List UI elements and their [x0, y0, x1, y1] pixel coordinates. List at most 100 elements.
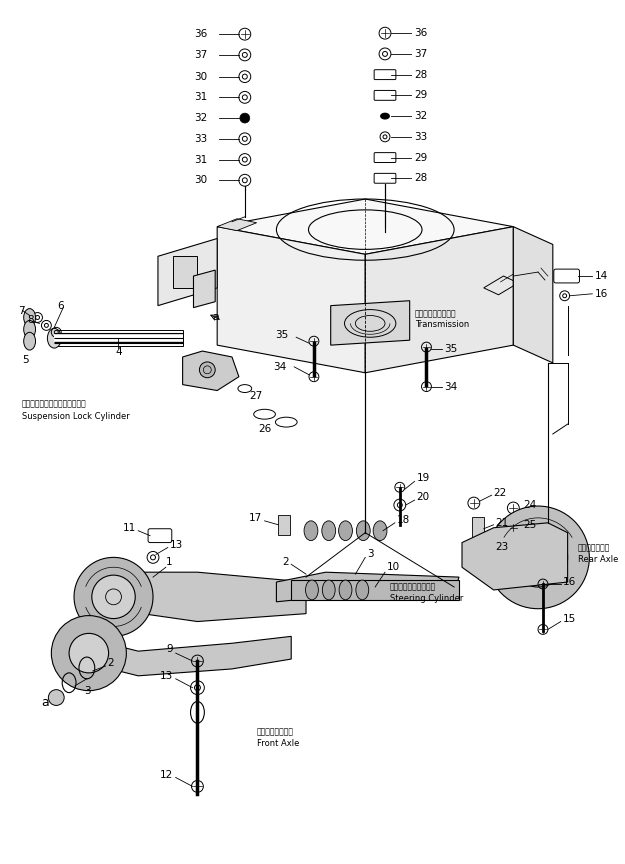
Text: 15: 15	[562, 613, 576, 624]
Ellipse shape	[322, 580, 335, 600]
Text: 4: 4	[115, 347, 122, 357]
Text: 34: 34	[273, 362, 286, 372]
Bar	[173, 257, 198, 288]
Polygon shape	[217, 226, 365, 372]
Text: 35: 35	[275, 330, 288, 340]
Text: 35: 35	[444, 344, 458, 354]
Text: 25: 25	[523, 520, 536, 530]
Text: 9: 9	[166, 645, 172, 654]
Text: ステアリングシリンダ: ステアリングシリンダ	[390, 582, 436, 592]
Text: 14: 14	[595, 271, 609, 281]
Text: 17: 17	[248, 513, 262, 523]
Circle shape	[69, 633, 109, 673]
Text: 20: 20	[417, 492, 430, 502]
Bar	[54, 330, 182, 346]
Text: 21: 21	[496, 518, 509, 528]
Ellipse shape	[24, 308, 36, 327]
Text: 6: 6	[58, 301, 64, 311]
Text: 31: 31	[194, 155, 208, 164]
Text: 8: 8	[28, 315, 34, 326]
Ellipse shape	[380, 112, 390, 119]
Ellipse shape	[24, 321, 36, 338]
Ellipse shape	[48, 328, 61, 348]
Polygon shape	[513, 226, 553, 363]
Ellipse shape	[304, 521, 318, 541]
Circle shape	[487, 506, 589, 609]
Text: 26: 26	[259, 424, 272, 434]
Text: 29: 29	[414, 153, 428, 162]
Text: 3: 3	[368, 550, 374, 559]
Circle shape	[240, 113, 250, 123]
Text: 13: 13	[170, 539, 183, 550]
Bar	[472, 517, 484, 541]
Polygon shape	[194, 270, 215, 308]
Text: 10: 10	[387, 562, 400, 572]
Text: 32: 32	[414, 111, 428, 121]
Ellipse shape	[356, 521, 370, 541]
Text: 16: 16	[562, 577, 576, 587]
Text: Rear Axle: Rear Axle	[578, 555, 618, 564]
Text: 36: 36	[414, 29, 428, 38]
Text: Steering Cylinder: Steering Cylinder	[390, 594, 463, 603]
Text: Suspension Lock Cylinder: Suspension Lock Cylinder	[22, 412, 129, 421]
Text: 28: 28	[414, 70, 428, 79]
Circle shape	[48, 689, 64, 705]
Text: 2: 2	[107, 658, 114, 668]
Ellipse shape	[24, 333, 36, 350]
Polygon shape	[462, 523, 568, 590]
Ellipse shape	[322, 521, 336, 541]
Polygon shape	[128, 572, 306, 621]
Text: 34: 34	[444, 382, 458, 391]
Circle shape	[508, 528, 568, 587]
Text: 32: 32	[194, 113, 208, 123]
Text: 24: 24	[523, 500, 536, 510]
Polygon shape	[99, 637, 291, 676]
Text: Front Axle: Front Axle	[257, 740, 299, 748]
Text: 11: 11	[123, 523, 136, 533]
Circle shape	[199, 362, 215, 378]
Ellipse shape	[306, 580, 318, 600]
Text: 37: 37	[414, 49, 428, 59]
Text: フロントアクスル: フロントアクスル	[257, 727, 294, 737]
Text: 22: 22	[494, 488, 507, 499]
Text: 3: 3	[84, 686, 91, 696]
Text: 23: 23	[496, 542, 509, 551]
Polygon shape	[276, 572, 459, 602]
Text: 31: 31	[194, 92, 208, 102]
Text: 30: 30	[194, 175, 208, 185]
Ellipse shape	[339, 521, 352, 541]
Circle shape	[74, 557, 153, 637]
Ellipse shape	[339, 580, 352, 600]
Ellipse shape	[373, 521, 387, 541]
Text: a: a	[213, 313, 219, 322]
Text: 13: 13	[159, 670, 172, 681]
Text: 16: 16	[595, 289, 609, 299]
Polygon shape	[217, 219, 257, 231]
Text: 29: 29	[414, 91, 428, 100]
Text: 7: 7	[18, 306, 24, 315]
Circle shape	[92, 575, 135, 619]
Polygon shape	[158, 238, 217, 306]
Text: 28: 28	[414, 174, 428, 183]
Polygon shape	[182, 351, 239, 391]
Circle shape	[51, 616, 126, 690]
Text: 37: 37	[194, 50, 208, 60]
Text: 18: 18	[397, 515, 410, 524]
Polygon shape	[331, 301, 409, 345]
Bar	[278, 515, 290, 535]
Text: 12: 12	[159, 770, 172, 779]
Text: サスペンションロックシリンダ: サスペンションロックシリンダ	[22, 400, 86, 409]
Text: リヤーアクスル: リヤーアクスル	[578, 543, 610, 552]
Bar	[291, 580, 459, 600]
Text: 5: 5	[22, 355, 28, 365]
Text: 30: 30	[194, 72, 208, 81]
Text: 33: 33	[194, 134, 208, 143]
Text: 36: 36	[194, 29, 208, 39]
Text: 2: 2	[282, 557, 289, 568]
Text: 33: 33	[414, 132, 428, 142]
Text: Transmission: Transmission	[414, 320, 469, 329]
Text: a: a	[41, 696, 49, 709]
Text: 1: 1	[166, 557, 172, 568]
Text: トランスミッション: トランスミッション	[414, 309, 456, 318]
Polygon shape	[217, 199, 513, 254]
